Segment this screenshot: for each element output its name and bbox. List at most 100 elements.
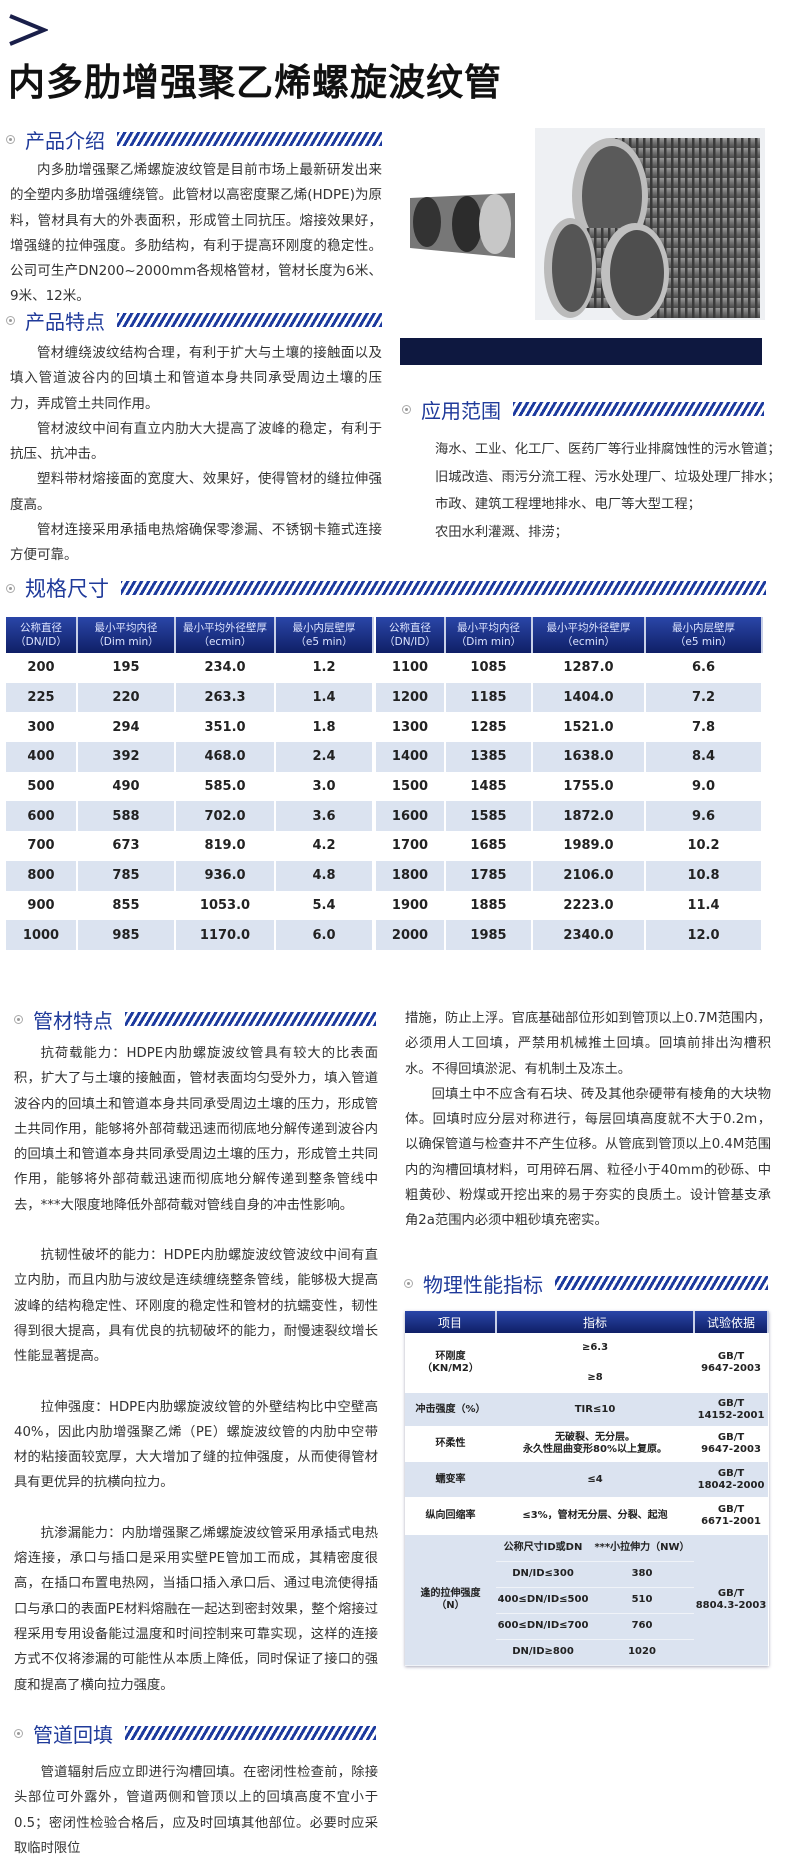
table-cell: 1985 (445, 920, 533, 950)
section-header-pipe-features: 管材特点 (14, 1005, 376, 1033)
table-cell: 500 (6, 771, 78, 802)
column-header: 试验依据 (694, 1311, 770, 1333)
table-row: 600 588 702.0 3.6 (6, 801, 374, 832)
column-header: 最小平均外径壁厚 （ecmin） (175, 617, 276, 653)
list-item: 市政、建筑工程埋地排水、电厂等大型工程； (435, 497, 701, 512)
stripe-divider (125, 1726, 376, 1740)
table-cell: 819.0 (175, 831, 276, 861)
table-cell: 1600 (376, 801, 446, 832)
section-title: 应用范围 (421, 398, 501, 423)
table-cell: 1053.0 (175, 890, 276, 921)
table-cell: 4.8 (275, 860, 374, 891)
table-cell: 1885 (445, 890, 533, 921)
header-row: 公称直径 （DN/ID） 最小平均内径 （Dim min） 最小平均外径壁厚 （ecmin… (6, 617, 374, 653)
table-cell: 234.0 (175, 653, 276, 683)
bullet-icon (404, 1278, 413, 1288)
table-cell: 1872.0 (532, 801, 646, 832)
paragraph: 拉伸强度：HDPE内肋螺旋波纹管的外壁结构比中空壁高40%，因此内肋增强聚乙烯（… (14, 1399, 378, 1491)
table-row: 1800 1785 2106.0 10.8 (376, 860, 763, 891)
table-cell: 400 (6, 742, 78, 772)
table-cell: 585.0 (175, 771, 276, 802)
table-cell: 7.8 (645, 712, 763, 743)
table-row: 1600 1585 1872.0 9.6 (376, 801, 763, 832)
table-row: 225 220 263.3 1.4 (6, 682, 374, 713)
table-cell: 702.0 (175, 801, 276, 832)
bullet-icon (6, 315, 15, 325)
table-cell: 1287.0 (532, 653, 646, 683)
table-row: 1400 1385 1638.0 8.4 (376, 742, 763, 772)
table-cell: 11.4 (645, 890, 763, 921)
table-cell: 785 (77, 860, 176, 891)
table-cell: 1585 (445, 801, 533, 832)
table-cell: 2106.0 (532, 860, 646, 891)
table-cell: 1085 (445, 653, 533, 683)
table-cell: 1400 (376, 742, 446, 772)
table-cell: 600 (6, 801, 78, 832)
table-row: 600≤DN/ID≤700 760 (405, 1613, 768, 1640)
column-header: 最小平均内径 （Dim min） (77, 617, 176, 653)
table-cell: 490 (77, 771, 176, 802)
table-row: 环柔性 无破裂、无分层。 永久性屈曲变形80%以上复原。 GB/T 9647-2003 (435, 1432, 761, 1455)
section-title: 产品特点 (25, 309, 105, 334)
table-cell: 9.6 (645, 801, 763, 832)
table-cell: 1500 (376, 771, 446, 802)
table-cell: 2000 (376, 920, 446, 950)
section-header-intro: 产品介绍 (6, 125, 382, 153)
table-row: 逢的拉伸强度 （N） 公称尺寸ID或DN ***小拉伸力（NW） GB/T 8804.3-… (405, 1535, 769, 1666)
table-cell: 588 (77, 801, 176, 832)
table-cell: 1.8 (275, 712, 374, 743)
table-cell: 2340.0 (532, 920, 646, 950)
bullet-icon (402, 404, 411, 414)
page-title: 内多肋增强聚乙烯螺旋波纹管 (8, 61, 502, 104)
section-title: 物理性能指标 (423, 1272, 543, 1297)
table-row: 1000 985 1170.0 6.0 (6, 920, 374, 950)
table-cell: 1900 (376, 890, 446, 921)
table-cell: 985 (77, 920, 176, 950)
table-cell: 1404.0 (532, 682, 646, 713)
table-row: 冲击强度（%） TIR≤10 GB/T 14152-2001 (405, 1393, 769, 1426)
intro-text: 内多肋增强聚乙烯螺旋波纹管是目前市场上最新研发出来的全塑内多肋增强缠绕管。此管材… (10, 162, 382, 305)
table-cell: 1185 (445, 682, 533, 713)
table-cell: 1000 (6, 920, 78, 950)
stripe-divider (555, 1276, 768, 1290)
table-cell: 1385 (445, 742, 533, 772)
table-cell: 673 (77, 831, 176, 861)
table-cell: 468.0 (175, 742, 276, 772)
section-header-physical: 物理性能指标 (404, 1269, 768, 1297)
section-title: 规格尺寸 (25, 577, 109, 601)
table-cell: 9.0 (645, 771, 763, 802)
table-cell: 10.8 (645, 860, 763, 891)
table-cell: 8.4 (645, 742, 763, 772)
paragraph: 管材波纹中间有直立内肋大大提高了波峰的稳定，有利于抗压、抗冲击。 (10, 420, 382, 463)
paragraph: 抗荷载能力：HDPE内肋螺旋波纹管具有较大的比表面积，扩大了与土壤的接触面，管材… (14, 1046, 378, 1213)
table-row: 400≤DN/ID≤500 510 (405, 1587, 768, 1614)
table-cell: 3.0 (275, 771, 374, 802)
column-header: 最小平均外径壁厚 （ecmin） (532, 617, 646, 653)
table-cell: 294 (77, 712, 176, 743)
table-cell: 1989.0 (532, 831, 646, 861)
pipe-features-text: 抗荷载能力：HDPE内肋螺旋波纹管具有较大的比表面积，扩大了与土壤的接触面，管材… (14, 1041, 378, 1698)
table-cell: 1285 (445, 712, 533, 743)
paragraph: 塑料带材熔接面的宽度大、效果好，使得管材的缝拉伸强度高。 (10, 471, 382, 513)
column-header: 指标 (496, 1311, 696, 1333)
paragraph: 管材连接采用承插电热熔确保零渗漏、不锈钢卡箍式连接方便可靠。 (10, 522, 382, 564)
section-header-backfill: 管道回填 (14, 1719, 376, 1747)
table-cell: 1700 (376, 831, 446, 861)
table-cell: 1800 (376, 860, 446, 891)
table-cell: 263.3 (175, 682, 276, 713)
table-row: 500 490 585.0 3.0 (6, 771, 374, 802)
table-cell: 220 (77, 682, 176, 713)
stripe-divider (121, 581, 766, 595)
table-row: 蠕变率 ≤4 GB/T 18042-2000 (405, 1462, 769, 1497)
table-cell: 392 (77, 742, 176, 772)
table-cell: 855 (77, 890, 176, 921)
table-cell: 900 (6, 890, 78, 921)
table-cell: 2223.0 (532, 890, 646, 921)
bullet-icon (14, 1728, 23, 1738)
stripe-divider (513, 402, 764, 416)
table-cell: 200 (6, 653, 78, 683)
table-row: 900 855 1053.0 5.4 (6, 890, 374, 921)
physical-properties-table: 项目 指标 试验依据 环刚度 （KN/M2） ≥6.3 ≥8 GB/T 9647-2003 冲… (405, 1311, 770, 1666)
table-cell: 1300 (376, 712, 446, 743)
decorative-banner (400, 338, 762, 365)
